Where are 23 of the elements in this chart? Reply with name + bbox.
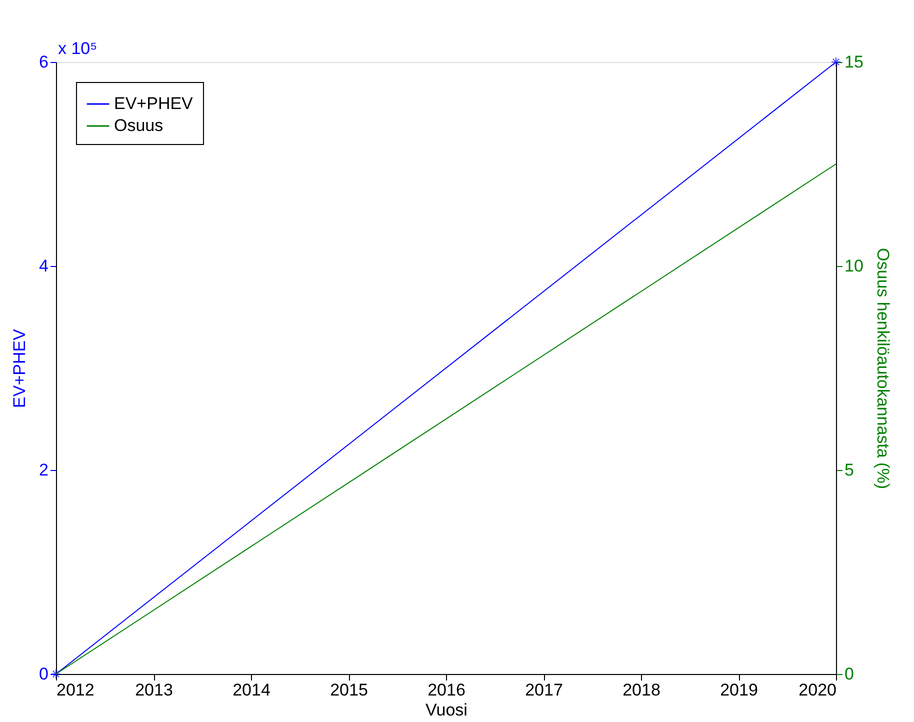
x-tick-label: 2017 bbox=[525, 680, 563, 700]
x-tick-label: 2020 bbox=[798, 680, 836, 700]
x-tick-label: 2014 bbox=[232, 680, 270, 700]
y2-tick-label: 15 bbox=[844, 52, 864, 72]
x-tick-label: 2016 bbox=[428, 680, 466, 700]
y2-tick-label: 10 bbox=[844, 256, 864, 276]
y2-axis-title: Osuus henkilöautokannasta (%) bbox=[873, 248, 892, 489]
x-tick-label: 2018 bbox=[622, 680, 660, 700]
text: x 10⁵ bbox=[58, 39, 98, 58]
y-tick-label: 4 bbox=[39, 256, 48, 276]
y-tick-label: 0 bbox=[39, 664, 48, 684]
x-tick-label: 2019 bbox=[720, 680, 758, 700]
y-axis-title: EV+PHEV bbox=[10, 328, 30, 408]
y-tick-label: 2 bbox=[39, 460, 48, 480]
y2-tick-label: 0 bbox=[844, 664, 854, 684]
x-tick-label: 2015 bbox=[330, 680, 368, 700]
y-tick-label: 6 bbox=[39, 52, 48, 72]
x-tick-label: 2012 bbox=[56, 680, 94, 700]
x-axis-title: Vuosi bbox=[426, 700, 468, 720]
x-tick-label: 2013 bbox=[135, 680, 173, 700]
legend-label: Osuus bbox=[114, 116, 164, 135]
legend-label: EV+PHEV bbox=[114, 94, 194, 113]
y2-tick-label: 5 bbox=[844, 460, 854, 480]
